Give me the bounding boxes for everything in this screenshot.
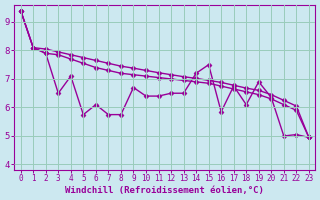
X-axis label: Windchill (Refroidissement éolien,°C): Windchill (Refroidissement éolien,°C): [65, 186, 264, 195]
